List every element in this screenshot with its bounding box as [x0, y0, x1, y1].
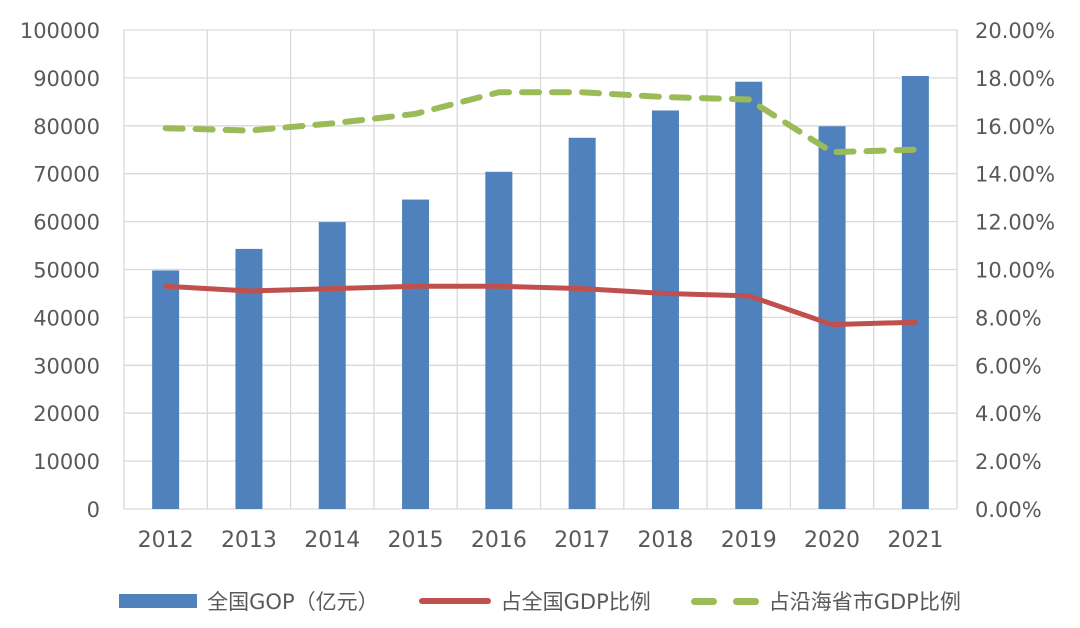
- x-axis-tick-label: 2016: [471, 528, 527, 553]
- right-axis-tick-label: 12.00%: [975, 211, 1055, 235]
- right-axis-tick-label: 6.00%: [975, 354, 1042, 378]
- bar-2020: [818, 126, 846, 510]
- right-axis-tick-label: 10.00%: [975, 259, 1055, 283]
- x-axis-tick-label: 2021: [887, 528, 943, 553]
- right-axis-tick-label: 16.00%: [975, 115, 1055, 139]
- right-axis-tick-label: 0.00%: [975, 498, 1042, 522]
- right-axis-tick-label: 4.00%: [975, 402, 1042, 426]
- x-axis-tick-label: 2020: [804, 528, 860, 553]
- bar-series-label: 全国GOP（亿元）: [207, 590, 379, 614]
- x-axis-tick-label: 2015: [388, 528, 444, 553]
- left-axis-tick-label: 90000: [33, 67, 100, 91]
- chart-canvas: 0 10000 20000 30000 40000 50000 60000 70000 8000…: [20, 19, 1055, 553]
- solid-line-series-label: 占全国GDP比例: [500, 590, 651, 614]
- left-axis-tick-label: 50000: [33, 259, 100, 283]
- bar-2018: [651, 110, 679, 510]
- solid-line-series-swatch: [418, 598, 491, 604]
- left-axis-tick-label: 0: [87, 498, 100, 522]
- left-axis-tick-label: 60000: [33, 211, 100, 235]
- right-axis-tick-label: 18.00%: [975, 67, 1055, 91]
- bar-2013: [235, 248, 263, 509]
- legend-item-dashed-line-series: 占沿海省市GDP比例: [690, 586, 961, 616]
- left-axis-tick-label: 30000: [33, 354, 100, 378]
- left-axis-tick-label: 80000: [33, 115, 100, 139]
- bar-2016: [485, 171, 513, 509]
- right-axis-tick-label: 14.00%: [975, 163, 1055, 187]
- left-axis-tick-label: 70000: [33, 163, 100, 187]
- bar-2021: [901, 75, 929, 509]
- chart-legend: 全国GOP（亿元） 占全国GDP比例 占沿海省市GDP比例: [0, 586, 1080, 616]
- x-axis-tick-label: 2012: [138, 528, 194, 553]
- legend-item-solid-line-series: 占全国GDP比例: [418, 586, 651, 616]
- dash-segment: [690, 597, 717, 605]
- dashed-line-series-label: 占沿海省市GDP比例: [768, 590, 961, 614]
- x-axis-tick-label: 2019: [721, 528, 777, 553]
- bar-2017: [568, 137, 596, 509]
- left-axis-tick-label: 40000: [33, 306, 100, 330]
- right-axis-tick-label: 20.00%: [975, 19, 1055, 43]
- left-axis-tick-label: 100000: [20, 19, 100, 43]
- dash-segment: [732, 597, 759, 605]
- x-axis-tick-label: 2017: [554, 528, 610, 553]
- bar-series-swatch: [119, 594, 198, 608]
- x-axis-tick-label: 2018: [637, 528, 693, 553]
- legend-item-bar-series: 全国GOP（亿元）: [119, 586, 379, 616]
- bar-2015: [402, 199, 430, 510]
- bar-2012: [152, 270, 180, 509]
- right-axis-tick-label: 8.00%: [975, 306, 1042, 330]
- bar-2014: [318, 222, 346, 510]
- dashed-line-series: [162, 89, 919, 156]
- solid-line-series: [163, 283, 918, 328]
- left-axis-tick-label: 20000: [33, 402, 100, 426]
- x-axis-tick-label: 2014: [304, 528, 360, 553]
- left-axis-tick-label: 10000: [33, 450, 100, 474]
- x-axis-tick-label: 2013: [221, 528, 277, 553]
- dashed-line-series-swatch: [690, 597, 759, 605]
- right-axis-tick-label: 2.00%: [975, 450, 1042, 474]
